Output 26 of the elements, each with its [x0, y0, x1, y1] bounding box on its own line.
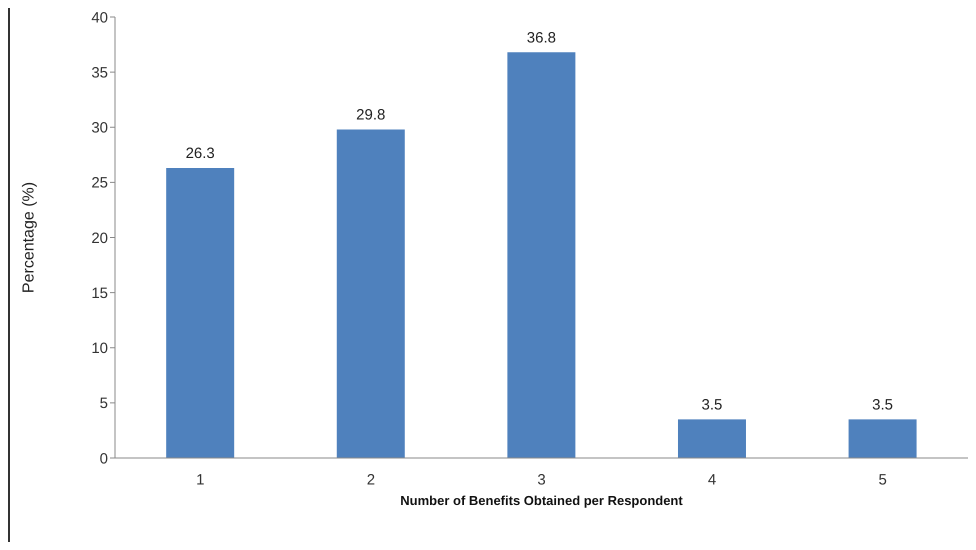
x-tick-label: 1: [196, 472, 204, 489]
x-tick-label: 3: [537, 472, 546, 489]
bar: [848, 419, 917, 458]
x-axis-title: Number of Benefits Obtained per Respondent: [400, 493, 684, 508]
y-axis-title: Percentage (%): [20, 182, 38, 294]
x-tick-label: 2: [366, 472, 376, 489]
x-tick-label: 5: [878, 472, 887, 489]
y-tick-label: 25: [91, 174, 108, 192]
y-tick-label: 5: [100, 395, 108, 412]
data-label: 3.5: [702, 396, 722, 414]
data-label: 3.5: [872, 396, 894, 414]
y-tick-label: 10: [91, 340, 108, 358]
data-label: 29.8: [356, 106, 386, 124]
bar: [678, 419, 746, 458]
y-tick-label: 30: [91, 120, 108, 137]
y-tick-label: 0: [100, 450, 108, 468]
y-tick-label: 20: [91, 230, 108, 247]
data-label: 36.8: [526, 29, 556, 46]
bar: [166, 168, 234, 458]
y-tick-label: 35: [91, 64, 108, 82]
bar: [336, 129, 405, 458]
data-label: 26.3: [186, 145, 215, 162]
bar: [507, 52, 576, 458]
y-tick-label: 15: [91, 284, 108, 302]
y-tick-label: 40: [91, 9, 108, 26]
x-tick-label: 4: [708, 472, 716, 489]
